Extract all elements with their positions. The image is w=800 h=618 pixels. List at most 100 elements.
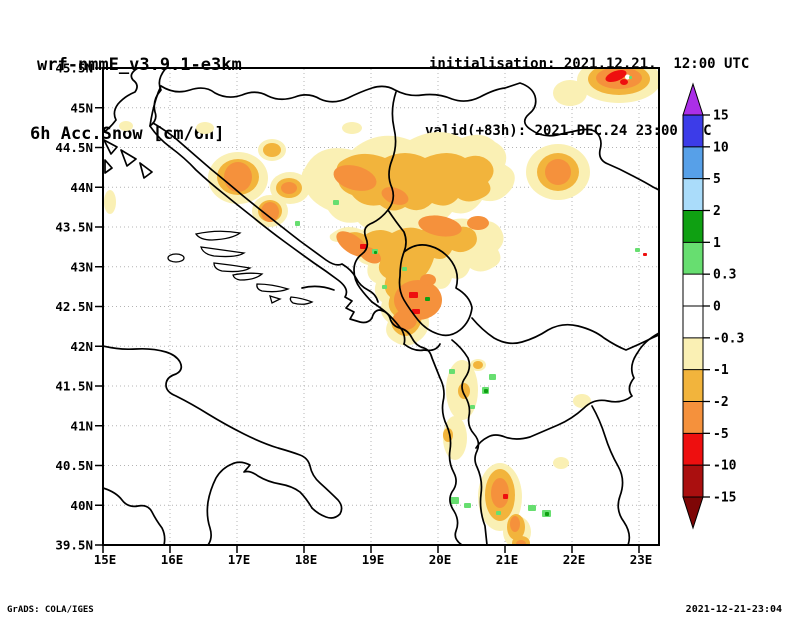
lat-tick-label: 40N: [70, 498, 93, 513]
colorbar-segment: [683, 338, 703, 370]
colorbar-segment: [683, 211, 703, 243]
coast-italy-adriatic: [103, 346, 342, 518]
colorbar-label: 0: [713, 300, 721, 315]
colorbar-segment: [683, 274, 703, 306]
shade-orange: [467, 216, 489, 230]
shade-light-green: [470, 405, 475, 409]
lon-tick-label: 17E: [228, 552, 251, 567]
coast-istria: [104, 68, 138, 132]
shade-light-green: [450, 497, 459, 504]
adriatic-islands: [290, 297, 312, 304]
border-bulgaria-greece-west: [476, 332, 661, 448]
border-serbia-macedonia: [472, 318, 661, 350]
colorbar-label: -10: [713, 459, 737, 474]
lat-tick-label: 45.5N: [55, 61, 93, 76]
shade-pale-yellow: [553, 80, 587, 106]
colorbar-under-arrow: [683, 497, 703, 528]
adriatic-islands: [270, 296, 280, 303]
colorbar-segment: [683, 147, 703, 179]
lon-tick-label: 20E: [429, 552, 452, 567]
lat-tick-label: 43N: [70, 259, 93, 274]
border-slovenia-croatia: [150, 68, 166, 126]
shade-orange: [510, 516, 520, 532]
colorbar-label: 15: [713, 109, 729, 124]
adriatic-islands: [196, 231, 240, 240]
lat-tick-label: 42.5N: [55, 299, 93, 314]
shade-light-green: [449, 369, 455, 374]
shade-light-green: [629, 76, 632, 79]
shade-pale-yellow: [119, 121, 133, 131]
colorbar-label: 0.3: [713, 268, 736, 283]
shade-pale-yellow: [342, 122, 362, 134]
shade-light-green: [402, 267, 407, 271]
colorbar-label: -0.3: [713, 331, 744, 346]
colorbar-segment: [683, 402, 703, 434]
shade-red: [409, 292, 418, 298]
shade-dark-green: [484, 389, 488, 393]
lat-tick-label: 40.5N: [55, 458, 93, 473]
shade-dark-green: [374, 251, 377, 254]
island-kvarner: [104, 140, 152, 178]
colorbar: 15 10 5 2 1 0.3 0 -0.3 -1 -2 -5 -10 -15: [683, 84, 744, 528]
coast-italy-tyrrhenian: [103, 488, 165, 545]
colorbar-label: 1: [713, 236, 721, 251]
shade-orange: [491, 478, 509, 508]
weather-map: 45.5N45N44.5N44N43.5N43N42.5N42N41.5N41N…: [0, 0, 800, 618]
colorbar-segment: [683, 242, 703, 274]
shade-orange: [281, 182, 297, 194]
shade-pale-yellow: [104, 190, 116, 214]
colorbar-segment: [683, 370, 703, 402]
lat-tick-label: 43.5N: [55, 220, 93, 235]
colorbar-label: -1: [713, 363, 729, 378]
colorbar-label: -2: [713, 395, 729, 410]
shade-dark-green: [425, 297, 430, 301]
shade-light-green: [528, 505, 536, 511]
lon-tick-label: 23E: [630, 552, 653, 567]
lon-tick-label: 21E: [496, 552, 519, 567]
shade-light-green: [295, 221, 300, 226]
adriatic-islands: [168, 254, 184, 262]
colorbar-segment: [683, 306, 703, 338]
adriatic-islands: [257, 284, 288, 292]
creation-timestamp: 2021-12-21-23:04: [686, 604, 782, 615]
lat-tick-label: 44.5N: [55, 140, 93, 155]
lat-tick-label: 41N: [70, 418, 93, 433]
shade-red: [643, 253, 647, 256]
adriatic-islands: [214, 263, 250, 272]
colorbar-over-arrow: [683, 84, 703, 115]
shade-light-green: [464, 503, 471, 508]
shade-gold: [263, 143, 281, 157]
colorbar-segment: [683, 465, 703, 497]
coast-peljesac: [302, 286, 334, 290]
colorbar-label: 5: [713, 172, 721, 187]
colorbar-label: -15: [713, 491, 736, 506]
colorbar-label: 10: [713, 140, 729, 155]
shade-orange: [545, 159, 571, 185]
coast-italy-taranto: [207, 462, 312, 545]
colorbar-label: 2: [713, 204, 721, 219]
colorbar-label: -5: [713, 427, 729, 442]
lon-tick-label: 19E: [362, 552, 385, 567]
adriatic-islands: [201, 247, 244, 257]
border-greece-bulgaria-south: [592, 406, 629, 545]
shade-dark-green: [545, 512, 549, 516]
shade-red: [620, 79, 628, 85]
adriatic-islands: [233, 273, 262, 280]
lat-tick-label: 39.5N: [55, 538, 93, 553]
lon-tick-label: 16E: [161, 552, 184, 567]
lat-tick-label: 41.5N: [55, 379, 93, 394]
shade-light-green: [333, 200, 339, 205]
shade-light-green: [635, 248, 640, 252]
shade-pale-yellow: [573, 394, 591, 408]
shade-light-green: [496, 511, 501, 515]
lat-tick-label: 45N: [70, 100, 93, 115]
grads-credit: GrADS: COLA/IGES: [7, 605, 94, 615]
shade-pale-yellow: [196, 122, 214, 134]
adriatic-islands: [168, 231, 312, 304]
shade-light-green: [382, 285, 387, 289]
shade-orange: [420, 274, 436, 286]
colorbar-segment: [683, 179, 703, 211]
lon-tick-label: 22E: [563, 552, 586, 567]
lat-tick-label: 44N: [70, 180, 93, 195]
shade-gold: [458, 383, 470, 399]
